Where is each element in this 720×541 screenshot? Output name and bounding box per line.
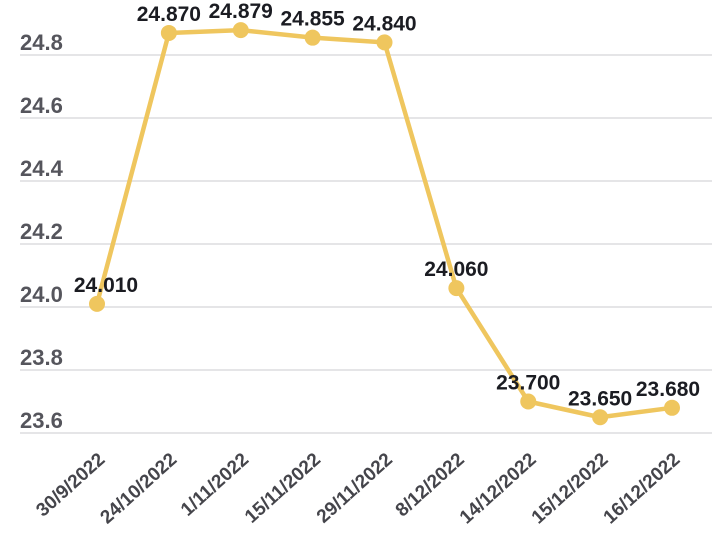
data-point-marker [89, 295, 105, 312]
data-point-label: 23.650 [568, 387, 632, 410]
y-axis-tick-label: 24.0 [20, 282, 63, 307]
data-point-marker [448, 280, 465, 297]
data-point-label: 24.855 [281, 8, 346, 31]
data-point-marker [160, 24, 177, 41]
data-point-label: 23.680 [636, 378, 700, 401]
data-point-label: 24.870 [137, 3, 201, 26]
y-axis-tick-label: 24.2 [20, 219, 63, 244]
data-point-label: 24.060 [424, 258, 488, 281]
data-point-marker [304, 29, 321, 46]
y-axis-tick-label: 23.8 [20, 345, 63, 370]
y-axis-tick-label: 24.4 [20, 156, 64, 181]
data-point-marker [232, 22, 249, 39]
data-point-marker [376, 34, 393, 51]
data-point-label: 24.879 [209, 0, 273, 23]
data-point-label: 24.840 [352, 12, 416, 35]
y-axis-tick-label: 24.6 [20, 93, 63, 118]
data-point-label: 24.010 [74, 274, 138, 297]
data-point-label: 23.700 [496, 372, 560, 395]
y-axis-tick-label: 23.6 [20, 408, 63, 433]
data-point-marker [664, 399, 680, 416]
data-point-marker [520, 393, 537, 410]
y-axis-tick-label: 24.8 [20, 30, 63, 55]
data-point-marker [592, 409, 609, 426]
